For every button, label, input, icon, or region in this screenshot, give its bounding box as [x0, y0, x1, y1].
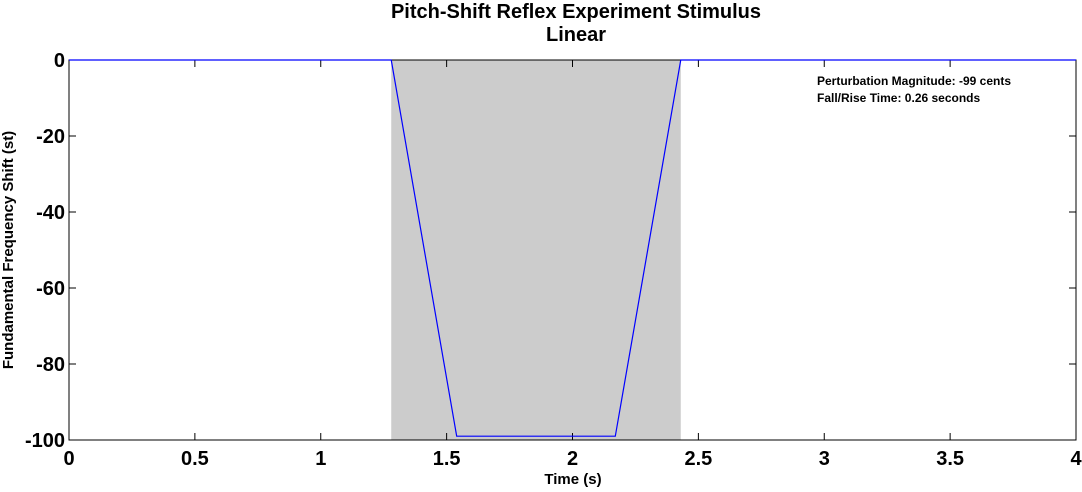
plot-area: 0 0.5 1 1.5 2 2.5 3 3.5 4 0 -20 -40 -60 -80 -100 [25, 50, 1082, 470]
x-tick-label: 0 [63, 448, 74, 470]
annotation-magnitude: Perturbation Magnitude: -99 cents [817, 74, 1011, 88]
y-tick-label: -80 [36, 354, 65, 376]
x-axis-label: Time (s) [544, 471, 601, 487]
y-tick-label: -20 [36, 126, 65, 148]
y-axis-label: Fundamental Frequency Shift (st) [0, 131, 17, 369]
x-tick-label: 4 [1070, 448, 1082, 470]
annotation-fall-rise-time: Fall/Rise Time: 0.26 seconds [817, 91, 981, 105]
y-tick-label: -100 [25, 430, 65, 452]
series-line [69, 59, 1076, 437]
x-tick-label: 1 [315, 448, 326, 470]
shaded-region [391, 60, 681, 440]
x-tick-label: 3 [819, 448, 830, 470]
x-tick-label: 2 [567, 448, 578, 470]
chart-subtitle: Linear [546, 24, 606, 46]
x-tick-label: 1.5 [433, 448, 461, 470]
y-tick-label: -40 [36, 202, 65, 224]
y-tick-label: -60 [36, 278, 65, 300]
chart-title: Pitch-Shift Reflex Experiment Stimulus [391, 1, 761, 23]
x-tick-label: 3.5 [936, 448, 964, 470]
x-tick-label: 0.5 [181, 448, 209, 470]
x-tick-label: 2.5 [684, 448, 712, 470]
y-tick-label: 0 [54, 50, 65, 72]
